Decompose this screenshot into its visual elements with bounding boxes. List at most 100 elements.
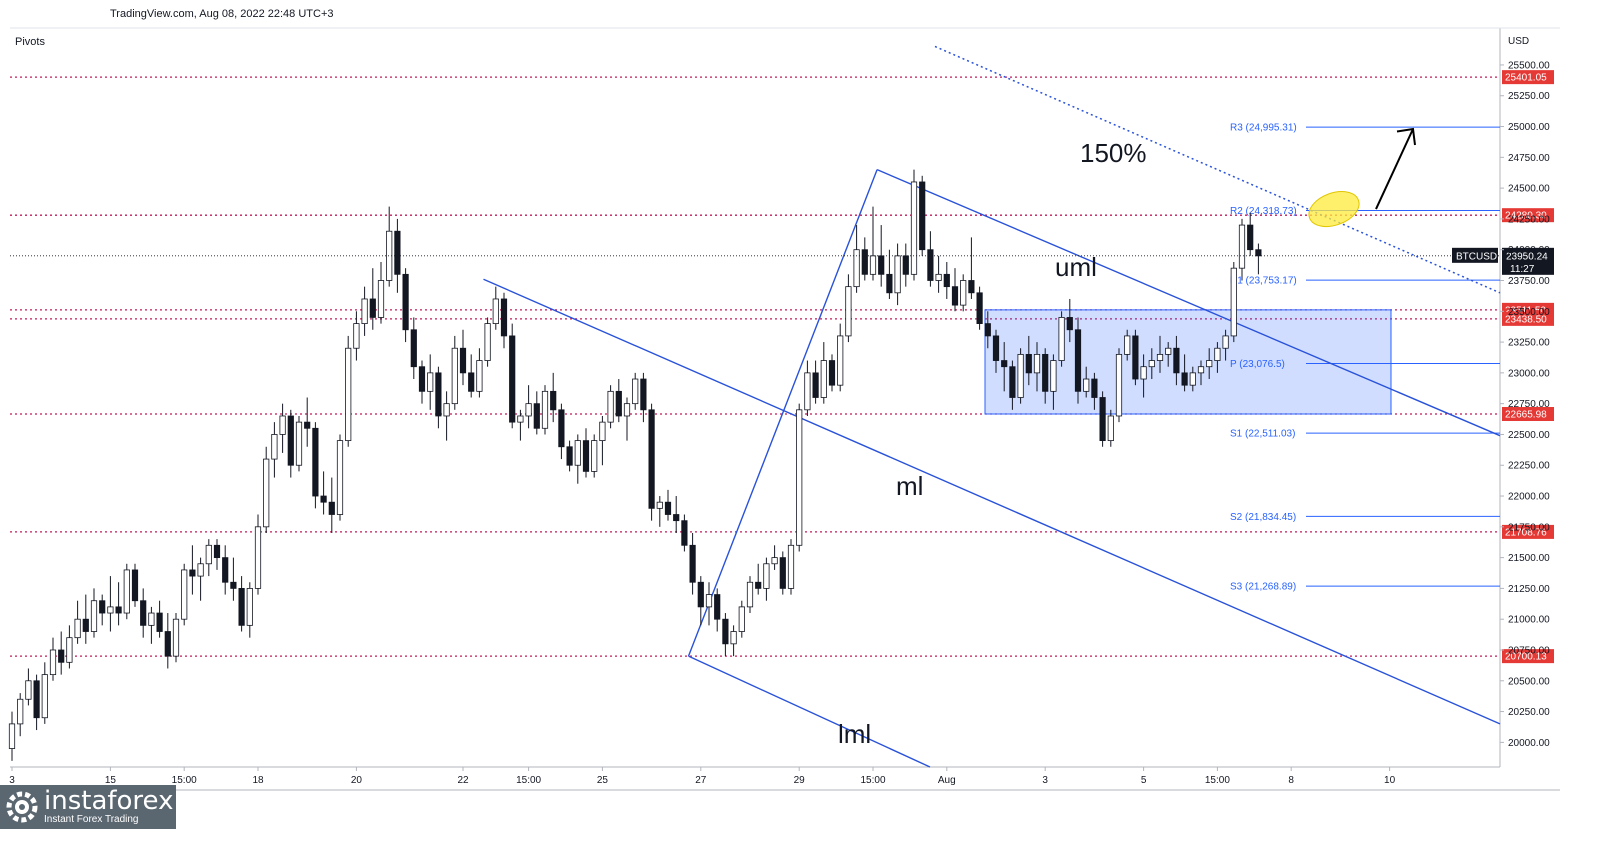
x-tick-label: 15:00 [172, 775, 197, 786]
candle [755, 563, 762, 595]
candle [99, 594, 106, 626]
candle-body [509, 335, 516, 423]
candle-body [796, 409, 803, 546]
candle-body [607, 390, 614, 423]
candle [90, 588, 98, 638]
candle-body [640, 378, 647, 411]
symbol-tag [1452, 247, 1498, 263]
gear-logo-icon [6, 791, 38, 823]
x-tick-label: 15 [105, 775, 117, 786]
candle-body [361, 298, 368, 325]
candle [779, 551, 786, 595]
candle [320, 471, 327, 515]
candle [131, 563, 139, 607]
y-tick-label: 24250.00 [1508, 214, 1550, 225]
candle-body [1222, 335, 1229, 349]
upper-median-line [876, 168, 1501, 437]
candle [49, 637, 57, 681]
candle [484, 317, 491, 367]
candle-body [156, 612, 163, 632]
level-price-label: 25401.05 [1505, 73, 1547, 84]
candle-body [992, 335, 1000, 361]
candle-body [681, 520, 688, 546]
candle-body [517, 415, 524, 423]
candle-body [1033, 353, 1041, 374]
candle [771, 545, 778, 570]
candle [328, 477, 335, 533]
candle [230, 557, 237, 601]
level-price-label: 21708.76 [1505, 527, 1547, 538]
candle [935, 255, 942, 293]
level-price-tag [1502, 524, 1554, 539]
candle [1066, 298, 1073, 343]
y-axis-currency: USD [1508, 36, 1529, 47]
candle-body [779, 557, 786, 589]
candle-body [919, 181, 926, 251]
candle [943, 262, 950, 299]
trend-line [687, 169, 878, 657]
candle-body [1074, 329, 1082, 392]
candle-body [812, 372, 819, 398]
candle [107, 576, 114, 632]
candle-body [115, 606, 122, 614]
candle [476, 348, 483, 398]
candle-body [410, 329, 417, 368]
candle-body [336, 440, 344, 515]
candle [1124, 329, 1131, 361]
candle [172, 613, 180, 663]
candle-body [1247, 224, 1254, 251]
candle-body [541, 390, 549, 429]
candle-body [148, 612, 155, 626]
median-line [483, 278, 1501, 725]
candle [869, 206, 877, 281]
candle-body [804, 372, 811, 411]
candle-body [730, 631, 737, 645]
candle-body [1140, 366, 1147, 380]
candle [66, 625, 73, 669]
level-price-tag [1502, 649, 1554, 664]
candle-body [828, 360, 836, 386]
x-tick-label: 10 [1384, 775, 1396, 786]
candle-body [181, 569, 188, 620]
candle-body [90, 600, 98, 632]
candle [1165, 342, 1172, 367]
candle [984, 311, 991, 349]
candle [1173, 335, 1180, 386]
candle [254, 514, 262, 595]
candle [369, 268, 376, 330]
candle-body [246, 588, 253, 626]
candle [58, 631, 65, 675]
candle [845, 274, 852, 343]
candle-body [500, 298, 508, 337]
y-axis[interactable]: USD 20000.00 20250.00 20500.00 20750.00 21000… [1500, 36, 1550, 749]
y-tick-label: 23250.00 [1508, 338, 1550, 349]
candle-body [1124, 335, 1131, 355]
candle-body [976, 292, 983, 324]
candle-body [1214, 347, 1221, 361]
candle [919, 175, 926, 256]
candle [1091, 372, 1098, 410]
candle [746, 576, 754, 614]
candle-body [287, 415, 294, 466]
candle-body [41, 674, 48, 719]
candle-body [615, 390, 622, 417]
candle-body [25, 680, 32, 700]
candle [951, 268, 959, 312]
candles [8, 169, 1262, 761]
candle-body [599, 421, 606, 442]
candle-body [123, 569, 130, 614]
candle [558, 403, 565, 460]
level-price-label: 20700.13 [1505, 652, 1547, 663]
candle [418, 360, 426, 404]
candle [582, 428, 590, 478]
y-tick-label: 22000.00 [1508, 492, 1550, 503]
candle [714, 588, 721, 632]
candle-body [960, 280, 967, 306]
level-price-label: 22665.98 [1505, 410, 1547, 421]
candle [1214, 342, 1221, 373]
candle [1197, 360, 1205, 386]
candle [861, 237, 868, 281]
candle [722, 613, 729, 657]
y-tick-label: 22250.00 [1508, 461, 1550, 472]
x-axis[interactable]: 3 15 15:00 18 20 22 15:00 25 27 29 15:00 Aug 3 5 15:00… [9, 767, 1396, 786]
